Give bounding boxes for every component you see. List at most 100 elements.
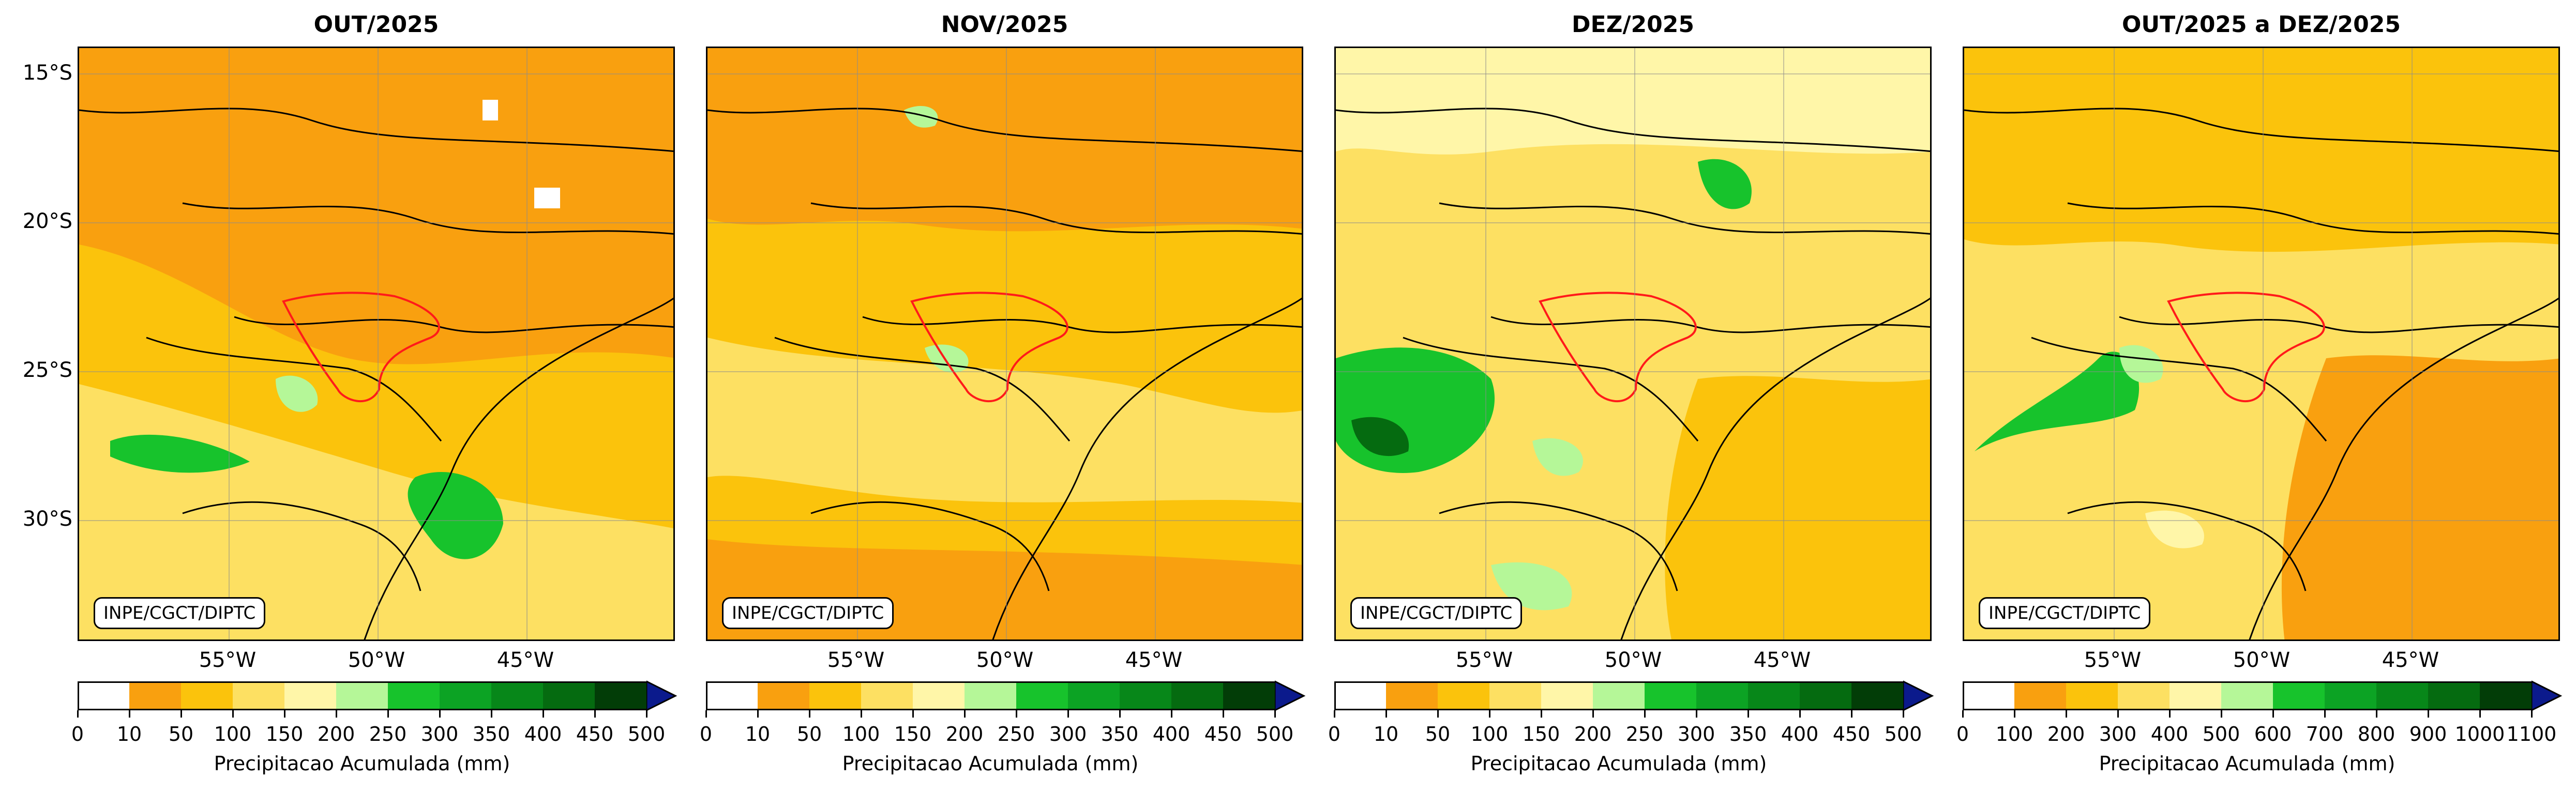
colorbar-nov-title: Precipitacao Acumulada (mm) [842,752,1139,775]
colorbar-oct-tick-mark [543,710,544,718]
lon-label-50w-dec: 50°W [1604,648,1662,672]
colorbar-nov-tick-mark [1067,710,1069,718]
panel-title-dec: DEZ/2025 [1571,11,1694,38]
colorbar-season-segment [2376,681,2429,710]
colorbar-dec-segment [1386,681,1438,710]
colorbar-dec-tick-mark [1541,710,1542,718]
colorbar-season-tick-mark [2014,710,2015,718]
colorbar-nov-segment [1223,681,1275,710]
credit-label-oct: INPE/CGCT/DIPTC [94,597,266,629]
colorbar-nov-tick-mark [1171,710,1172,718]
colorbar-dec-segment [1438,681,1490,710]
colorbar-oct-tick-label: 450 [576,723,614,745]
map-panel-nov: INPE/CGCT/DIPTC [706,47,1303,641]
colorbar-oct-segment [181,681,233,710]
colorbar-season-tick-label: 200 [2047,723,2085,745]
colorbar-oct-tick-mark [336,710,337,718]
colorbar-nov-tick-label: 150 [894,723,932,745]
colorbar-season-tick-mark [1962,710,1964,718]
colorbar-dec-tick-label: 200 [1574,723,1612,745]
colorbar-season-title: Precipitacao Acumulada (mm) [2099,752,2396,775]
colorbar-dec-segment [1696,681,1749,710]
colorbar-season-tick-label: 400 [2150,723,2189,745]
map-canvas-oct [79,48,673,639]
colorbar-season-tick-label: 1100 [2506,723,2557,745]
colorbar-dec-segment [1541,681,1593,710]
colorbar-season-tick-label: 300 [2099,723,2137,745]
colorbar-oct-segment [595,681,647,710]
colorbar-season-tick-mark [2221,710,2222,718]
colorbar-oct-tick-mark [129,710,130,718]
lon-label-45w-nov: 45°W [1125,648,1183,672]
map-panel-dec: INPE/CGCT/DIPTC [1334,47,1932,641]
colorbar-nov-segment [1120,681,1172,710]
colorbar-nov-tick-mark [964,710,966,718]
colorbar-oct-tick-label: 300 [420,723,459,745]
colorbar-season-tick-label: 500 [2202,723,2240,745]
colorbar-oct-tick-mark [594,710,596,718]
colorbar-season-segment [2273,681,2325,710]
colorbar-nov-tick-mark [705,710,707,718]
colorbar-oct-tick-label: 100 [214,723,252,745]
colorbar-season-overflow-arrow [2532,680,2563,711]
colorbar-season-segment [2428,681,2480,710]
colorbar-dec-tick-mark [1748,710,1749,718]
lon-label-50w-oct: 50°W [348,648,405,672]
colorbar-oct-tick-mark [491,710,492,718]
colorbar-season-tick-mark [2272,710,2274,718]
colorbar-dec-tick-mark [1851,710,1852,718]
colorbar-nov-tick-label: 200 [945,723,984,745]
lon-label-45w-dec: 45°W [1753,648,1811,672]
colorbar-oct-tick-mark [232,710,234,718]
colorbar-nov-tick-mark [1274,710,1276,718]
colorbar-dec-title: Precipitacao Acumulada (mm) [1470,752,1767,775]
colorbar-dec-tick-label: 150 [1522,723,1560,745]
colorbar-season-segment [2170,681,2222,710]
colorbar-season-tick-label: 100 [1995,723,2033,745]
lon-label-55w-nov: 55°W [827,648,885,672]
map-panel-oct: INPE/CGCT/DIPTC [78,47,675,641]
colorbar-season-tick-label: 700 [2306,723,2344,745]
colorbar-season-segment [2480,681,2532,710]
colorbar-nov-tick-mark [809,710,810,718]
lat-label-15s: 15°S [22,61,72,85]
colorbar-oct-segment [440,681,492,710]
colorbar-season-tick-mark [2531,710,2533,718]
colorbar-season-tick-mark [2324,710,2326,718]
lon-label-55w-oct: 55°W [199,648,257,672]
colorbar-season-tick-mark [2117,710,2119,718]
colorbar-dec-segment [1489,681,1542,710]
colorbar-season-tick-mark [2066,710,2067,718]
colorbar-dec-overflow-arrow [1903,680,1934,711]
lon-label-50w-season: 50°W [2233,648,2291,672]
colorbar-nov-tick-label: 250 [997,723,1035,745]
colorbar-oct-segment [129,681,182,710]
colorbar-dec-tick-mark [1696,710,1697,718]
colorbar-season-tick-label: 600 [2254,723,2292,745]
colorbar-dec-tick-label: 100 [1470,723,1509,745]
lon-label-45w-season: 45°W [2382,648,2439,672]
colorbar-oct-tick-label: 400 [524,723,562,745]
colorbar-nov-tick-mark [757,710,759,718]
colorbar-oct-tick-mark [284,710,285,718]
colorbar-dec-tick-label: 50 [1425,723,1451,745]
colorbar-season-segment [1963,681,2015,710]
colorbar-season-tick-mark [2428,710,2429,718]
colorbar-nov-tick-label: 400 [1152,723,1191,745]
colorbar-season-tick-mark [2169,710,2171,718]
colorbar-nov-tick-label: 350 [1101,723,1139,745]
colorbar-oct-tick-mark [180,710,182,718]
colorbar-oct-tick-label: 0 [71,723,84,745]
colorbar-dec-tick-label: 10 [1373,723,1399,745]
credit-label-nov: INPE/CGCT/DIPTC [722,597,894,629]
lat-label-20s: 20°S [22,209,72,233]
lat-label-30s: 30°S [22,507,72,531]
colorbar-dec-tick-label: 250 [1625,723,1664,745]
colorbar-dec-tick-mark [1437,710,1439,718]
colorbar-nov-tick-mark [1223,710,1224,718]
colorbar-dec-tick-label: 350 [1729,723,1767,745]
colorbar-dec-segment [1851,681,1904,710]
colorbar-oct-tick-label: 350 [472,723,510,745]
colorbar-nov-segment [706,681,758,710]
colorbar-dec-tick-mark [1903,710,1904,718]
